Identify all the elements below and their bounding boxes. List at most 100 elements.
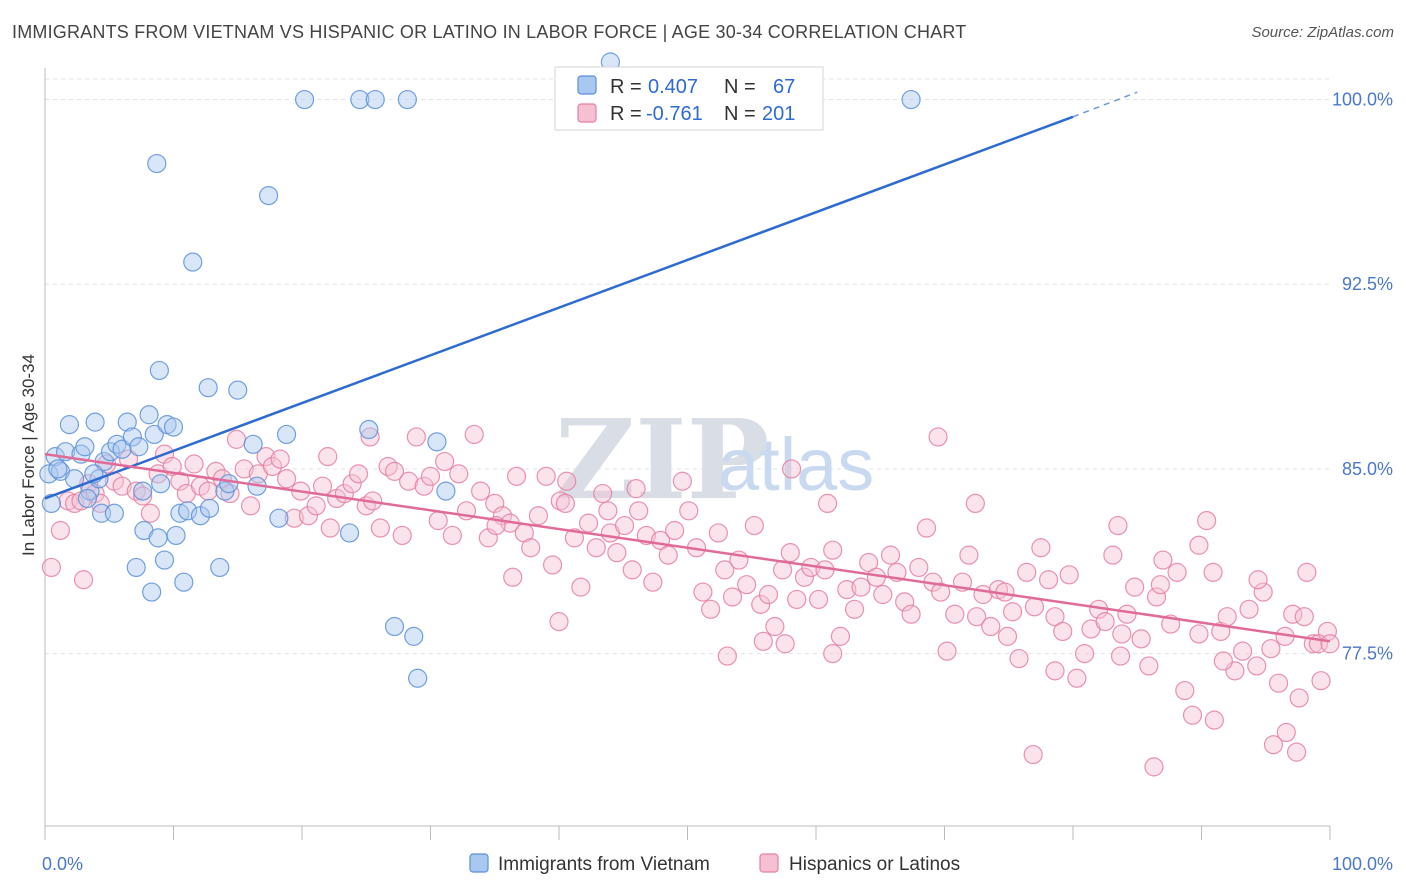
hispanic-point-191 [1023,744,1043,765]
hispanic-point-76 [586,538,606,558]
series-label-vietnam: Immigrants from Vietnam [498,854,710,875]
hispanic-point-74 [571,577,591,597]
hispanic-point-13 [133,486,153,506]
legend-n-label: N = [724,103,756,125]
vietnam-point-32 [142,582,162,602]
hispanic-point-155 [1153,550,1173,570]
hispanic-point-57 [449,464,469,484]
vietnam-point-18 [129,437,149,457]
hispanic-point-50 [399,471,419,491]
vietnam-point-13 [100,442,121,462]
series-swatch-vietnam [469,853,489,873]
hispanic-point-43 [348,464,369,484]
hispanic-point-195 [1045,661,1065,681]
hispanic-point-203 [1189,535,1209,555]
hispanic-point-42 [342,474,362,494]
vietnam-point-37 [178,501,198,521]
y-tick-labels: 77.5% 85.0% 92.5% 100.0% [1332,90,1393,664]
hispanic-points [41,424,1340,777]
hispanic-point-92 [701,599,721,619]
hispanic-point-103 [780,543,800,563]
hispanic-point-205 [1248,570,1268,590]
hispanic-point-31 [262,456,283,477]
hispanic-point-202 [965,493,985,514]
hispanic-point-114 [859,552,879,573]
hispanic-point-193 [73,570,94,590]
hispanic-point-149 [1110,646,1131,666]
vietnam-point-49 [276,424,297,445]
hispanic-point-168 [1247,656,1267,676]
vietnam-point-20 [139,405,159,425]
hispanic-point-22 [198,481,218,501]
legend-r-label: R = [610,76,642,98]
hispanic-point-107 [808,589,829,610]
series-swatch-hispanic [759,853,779,873]
hispanic-point-158 [1175,680,1195,701]
hispanic-point-1 [50,520,71,541]
hispanic-point-14 [140,503,160,523]
hispanic-point-187 [1144,757,1164,777]
hispanic-point-137 [1024,597,1045,617]
hispanic-point-56 [442,525,462,546]
vietnam-point-54 [901,89,921,110]
hispanic-point-188 [1108,515,1128,536]
hispanic-point-104 [787,589,807,610]
hispanic-point-143 [1067,668,1087,688]
vietnam-point-60 [427,432,447,452]
hispanic-point-79 [607,543,627,563]
source-credit: Source: ZipAtlas.com [1251,24,1394,41]
hispanic-point-47 [378,456,398,477]
hispanic-point-208 [549,612,569,632]
axes [44,68,1331,840]
hispanic-point-209 [753,631,773,651]
hispanic-point-148 [1103,545,1123,565]
hispanic-point-110 [830,626,851,646]
hispanic-point-147 [1095,612,1115,632]
hispanic-point-189 [1204,710,1224,730]
hispanic-point-53 [420,466,441,486]
hispanic-point-194 [775,634,795,654]
hispanic-point-87 [665,520,685,541]
vietnam-point-30 [126,557,146,578]
hispanic-point-152 [1131,629,1151,649]
hispanic-point-185 [823,644,843,664]
vietnam-point-46 [243,434,263,454]
hispanic-point-112 [844,599,865,619]
hispanic-point-174 [1289,688,1309,708]
vietnam-point-59 [359,419,379,440]
vietnam-point-17 [122,427,142,447]
x-tick-label-1: 100.0% [1332,854,1393,874]
hispanic-point-73 [564,528,585,548]
vietnam-point-25 [170,503,190,523]
hispanic-point-98 [744,515,764,536]
vietnam-point-21 [144,424,164,445]
hispanic-point-27 [234,459,254,479]
hispanic-point-94 [715,560,735,580]
hispanic-point-204 [1112,624,1132,644]
hispanic-point-164 [1217,607,1237,627]
hispanic-point-161 [1197,511,1217,531]
hispanic-point-166 [1233,641,1253,661]
hispanic-point-30 [256,447,276,467]
legend-n-label: N = [724,76,756,98]
hispanic-point-134 [1003,602,1023,622]
hispanic-point-26 [226,429,247,449]
hispanic-point-210 [1213,651,1233,671]
vietnam-point-5 [59,415,80,435]
hispanic-point-169 [1253,582,1273,602]
vietnam-point-35 [166,525,186,546]
hispanic-point-34 [284,508,304,528]
hispanic-point-119 [895,592,915,612]
hispanic-point-154 [1146,587,1167,607]
legend-n-value-hispanic: 201 [762,103,795,125]
hispanic-point-80 [614,515,635,536]
hispanic-point-51 [406,427,426,447]
hispanic-point-97 [737,575,757,595]
hispanic-point-105 [794,567,815,587]
hispanic-point-128 [959,545,979,565]
vietnam-point-51 [350,89,370,110]
hispanic-point-88 [672,471,692,491]
vietnam-point-29 [104,503,124,523]
vietnam-trend-line [44,115,1074,500]
